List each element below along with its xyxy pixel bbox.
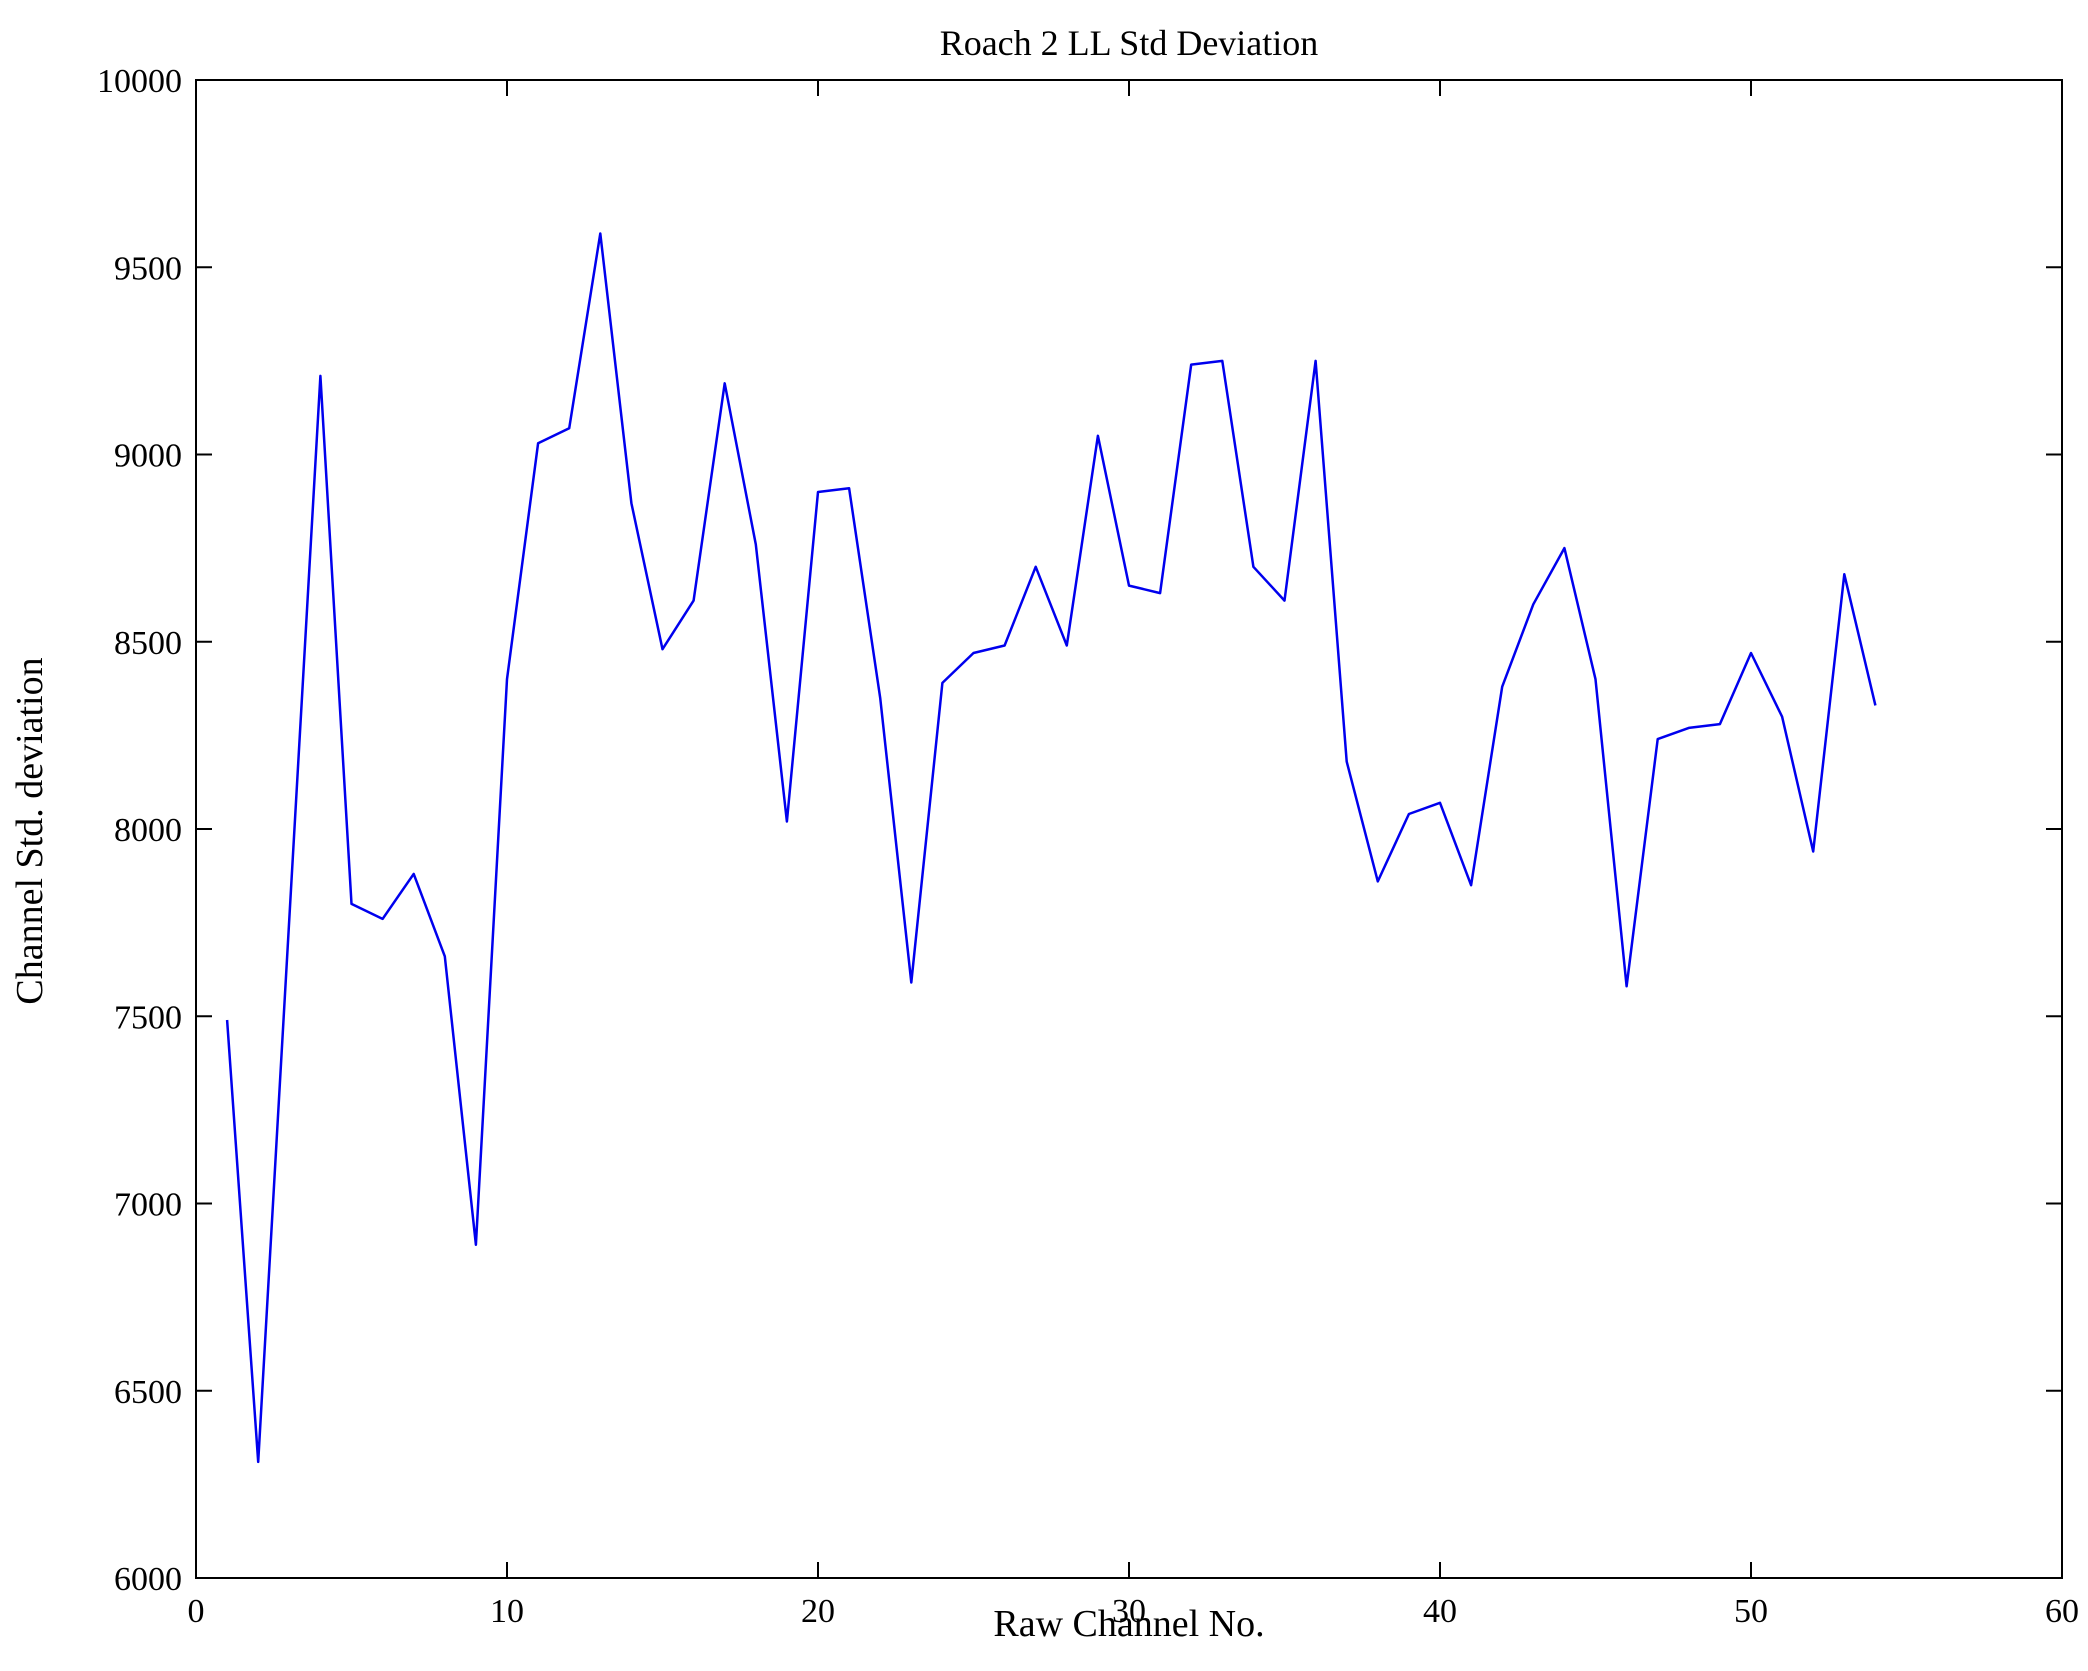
y-tick-label: 9500 xyxy=(114,250,182,287)
y-tick-label: 7000 xyxy=(114,1187,182,1224)
x-tick-label: 40 xyxy=(1423,1593,1457,1630)
x-tick-label: 50 xyxy=(1734,1593,1768,1630)
x-tick-label: 10 xyxy=(490,1593,524,1630)
data-line xyxy=(225,232,1877,1464)
y-tick-label: 8000 xyxy=(114,812,182,849)
y-axis-label: Channel Std. deviation xyxy=(9,657,51,1005)
y-tick-label: 10000 xyxy=(97,63,182,100)
x-tick-label: 20 xyxy=(801,1593,835,1630)
x-tick-label: 30 xyxy=(1112,1593,1146,1630)
axes-box xyxy=(195,79,2063,1579)
x-tick-label: 60 xyxy=(2045,1593,2079,1630)
y-tick-label: 7500 xyxy=(114,999,182,1036)
chart-title: Roach 2 LL Std Deviation xyxy=(939,23,1319,63)
x-axis-label: Raw Channel No. xyxy=(993,1603,1265,1645)
y-tick-label: 6000 xyxy=(114,1561,182,1598)
y-tick-label: 9000 xyxy=(114,438,182,475)
y-tick-label: 6500 xyxy=(114,1374,182,1411)
y-tick-label: 8500 xyxy=(114,625,182,662)
x-tick-label: 0 xyxy=(188,1593,205,1630)
